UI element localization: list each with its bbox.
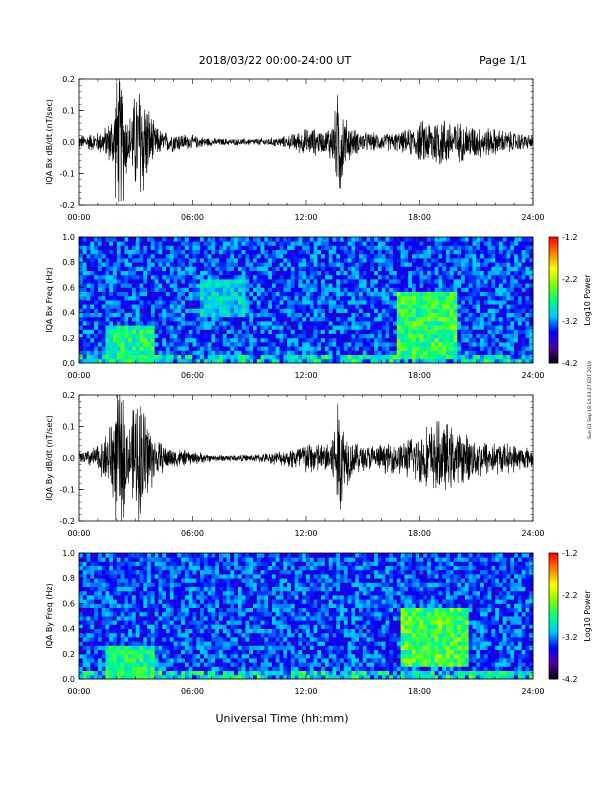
by-spectrogram-colorbar-tick: -4.2 <box>562 675 578 684</box>
by-spectrogram-colorbar: -1.2 -2.2 -3.2 -4.2 Log10 Power <box>548 549 592 684</box>
by-spectrogram-y-tick: 0.4 <box>62 625 75 634</box>
bx-waveform-y-tick: -0.2 <box>59 201 75 210</box>
by-spectrogram-colorbar-label: Log10 Power <box>583 590 592 642</box>
bx-spectrogram-cells <box>79 237 534 364</box>
by-waveform-y-tick: 0.0 <box>62 454 75 463</box>
by-waveform-panel: -0.2 -0.1 0.0 0.1 0.2 00:00 06:00 12:00 18:00 24:… <box>45 391 545 538</box>
figure-title: 2018/03/22 00:00-24:00 UT <box>199 54 352 67</box>
timestamp-note: Sun 01 Sep 19:14:03:27 EDT 2019 <box>587 361 593 439</box>
by-spectrogram-cells <box>79 553 534 680</box>
by-spectrogram-colorbar-tick: -2.2 <box>562 591 578 600</box>
bx-spectrogram-y-tick: 0.2 <box>62 334 75 343</box>
by-waveform-x-tick: 06:00 <box>181 529 204 538</box>
bx-waveform-panel: -0.2 -0.1 0.0 0.1 0.2 00:00 06:00 12:00 18:00 24:… <box>45 75 545 222</box>
by-spectrogram-x-tick: 24:00 <box>521 687 544 696</box>
by-spectrogram-panel: -1.2 -2.2 -3.2 -4.2 Log10 Power 0.0 0.2 0.4 0.6 0… <box>45 549 592 696</box>
by-waveform-trace <box>78 394 534 522</box>
bx-spectrogram-y-tick: 0.4 <box>62 309 75 318</box>
by-spectrogram-colorbar-tick: -1.2 <box>562 549 578 558</box>
bx-spectrogram-x-tick: 06:00 <box>181 371 204 380</box>
bx-spectrogram-y-tick: 0.0 <box>62 359 75 368</box>
by-waveform-x-tick: 18:00 <box>408 529 431 538</box>
by-spectrogram-x-tick: 00:00 <box>67 687 90 696</box>
bx-spectrogram-y-tick: 0.8 <box>62 258 75 267</box>
bx-spectrogram-colorbar-tick: -1.2 <box>562 233 578 242</box>
by-spectrogram-y-tick: 0.8 <box>62 574 75 583</box>
by-spectrogram-x-tick: 06:00 <box>181 687 204 696</box>
by-waveform-y-tick: 0.2 <box>62 391 75 400</box>
bx-waveform-y-tick: 0.1 <box>62 107 75 116</box>
bx-waveform-x-tick: 24:00 <box>521 213 544 222</box>
bx-spectrogram-x-tick: 12:00 <box>294 371 317 380</box>
bx-spectrogram-colorbar-tick: -2.2 <box>562 275 578 284</box>
bx-waveform-y-tick: -0.1 <box>59 170 75 179</box>
bx-waveform-x-tick: 06:00 <box>181 213 204 222</box>
bx-spectrogram-x-tick: 00:00 <box>67 371 90 380</box>
by-spectrogram-x-tick: 18:00 <box>408 687 431 696</box>
bx-waveform-y-label: IQA Bx dB/dt (nT/sec) <box>45 99 54 185</box>
by-spectrogram-y-tick: 0.6 <box>62 599 75 608</box>
bx-waveform-y-tick: 0.2 <box>62 75 75 84</box>
bx-spectrogram-x-tick: 18:00 <box>408 371 431 380</box>
bx-waveform-trace <box>78 78 534 202</box>
by-waveform-x-tick: 00:00 <box>67 529 90 538</box>
by-waveform-y-tick: -0.2 <box>59 517 75 526</box>
bx-spectrogram-colorbar-tick: -4.2 <box>562 359 578 368</box>
by-spectrogram-y-tick: 0.0 <box>62 675 75 684</box>
by-spectrogram-y-tick: 0.2 <box>62 650 75 659</box>
bx-waveform-x-tick: 12:00 <box>294 213 317 222</box>
page-number: Page 1/1 <box>479 54 527 67</box>
by-waveform-y-label: IQA By dB/dt (nT/sec) <box>45 415 54 501</box>
by-spectrogram-x-tick: 12:00 <box>294 687 317 696</box>
by-waveform-y-tick: -0.1 <box>59 486 75 495</box>
by-waveform-y-tick: 0.1 <box>62 423 75 432</box>
bx-spectrogram-y-tick: 0.6 <box>62 283 75 292</box>
bx-spectrogram-y-tick: 1.0 <box>62 233 75 242</box>
by-waveform-x-tick: 24:00 <box>521 529 544 538</box>
by-waveform-x-tick: 12:00 <box>294 529 317 538</box>
by-spectrogram-colorbar-tick: -3.2 <box>562 633 578 642</box>
bx-spectrogram-colorbar: -1.2 -2.2 -3.2 -4.2 Log10 Power <box>548 233 592 368</box>
by-spectrogram-y-label: IQA By Freq (Hz) <box>45 583 54 649</box>
bx-spectrogram-colorbar-tick: -3.2 <box>562 317 578 326</box>
bx-waveform-y-tick: 0.0 <box>62 138 75 147</box>
bx-spectrogram-x-tick: 24:00 <box>521 371 544 380</box>
bx-spectrogram-colorbar-label: Log10 Power <box>583 274 592 326</box>
panels: -0.2 -0.1 0.0 0.1 0.2 00:00 06:00 12:00 18:00 24:… <box>45 75 592 696</box>
bx-spectrogram-y-label: IQA Bx Freq (Hz) <box>45 267 54 333</box>
by-spectrogram-y-tick: 1.0 <box>62 549 75 558</box>
bx-spectrogram-panel: -1.2 -2.2 -3.2 -4.2 Log10 Power 0.0 0.2 0.4 0.6 0… <box>45 233 592 380</box>
x-axis-label: Universal Time (hh:mm) <box>216 712 349 725</box>
bx-waveform-x-tick: 00:00 <box>67 213 90 222</box>
bx-waveform-x-tick: 18:00 <box>408 213 431 222</box>
